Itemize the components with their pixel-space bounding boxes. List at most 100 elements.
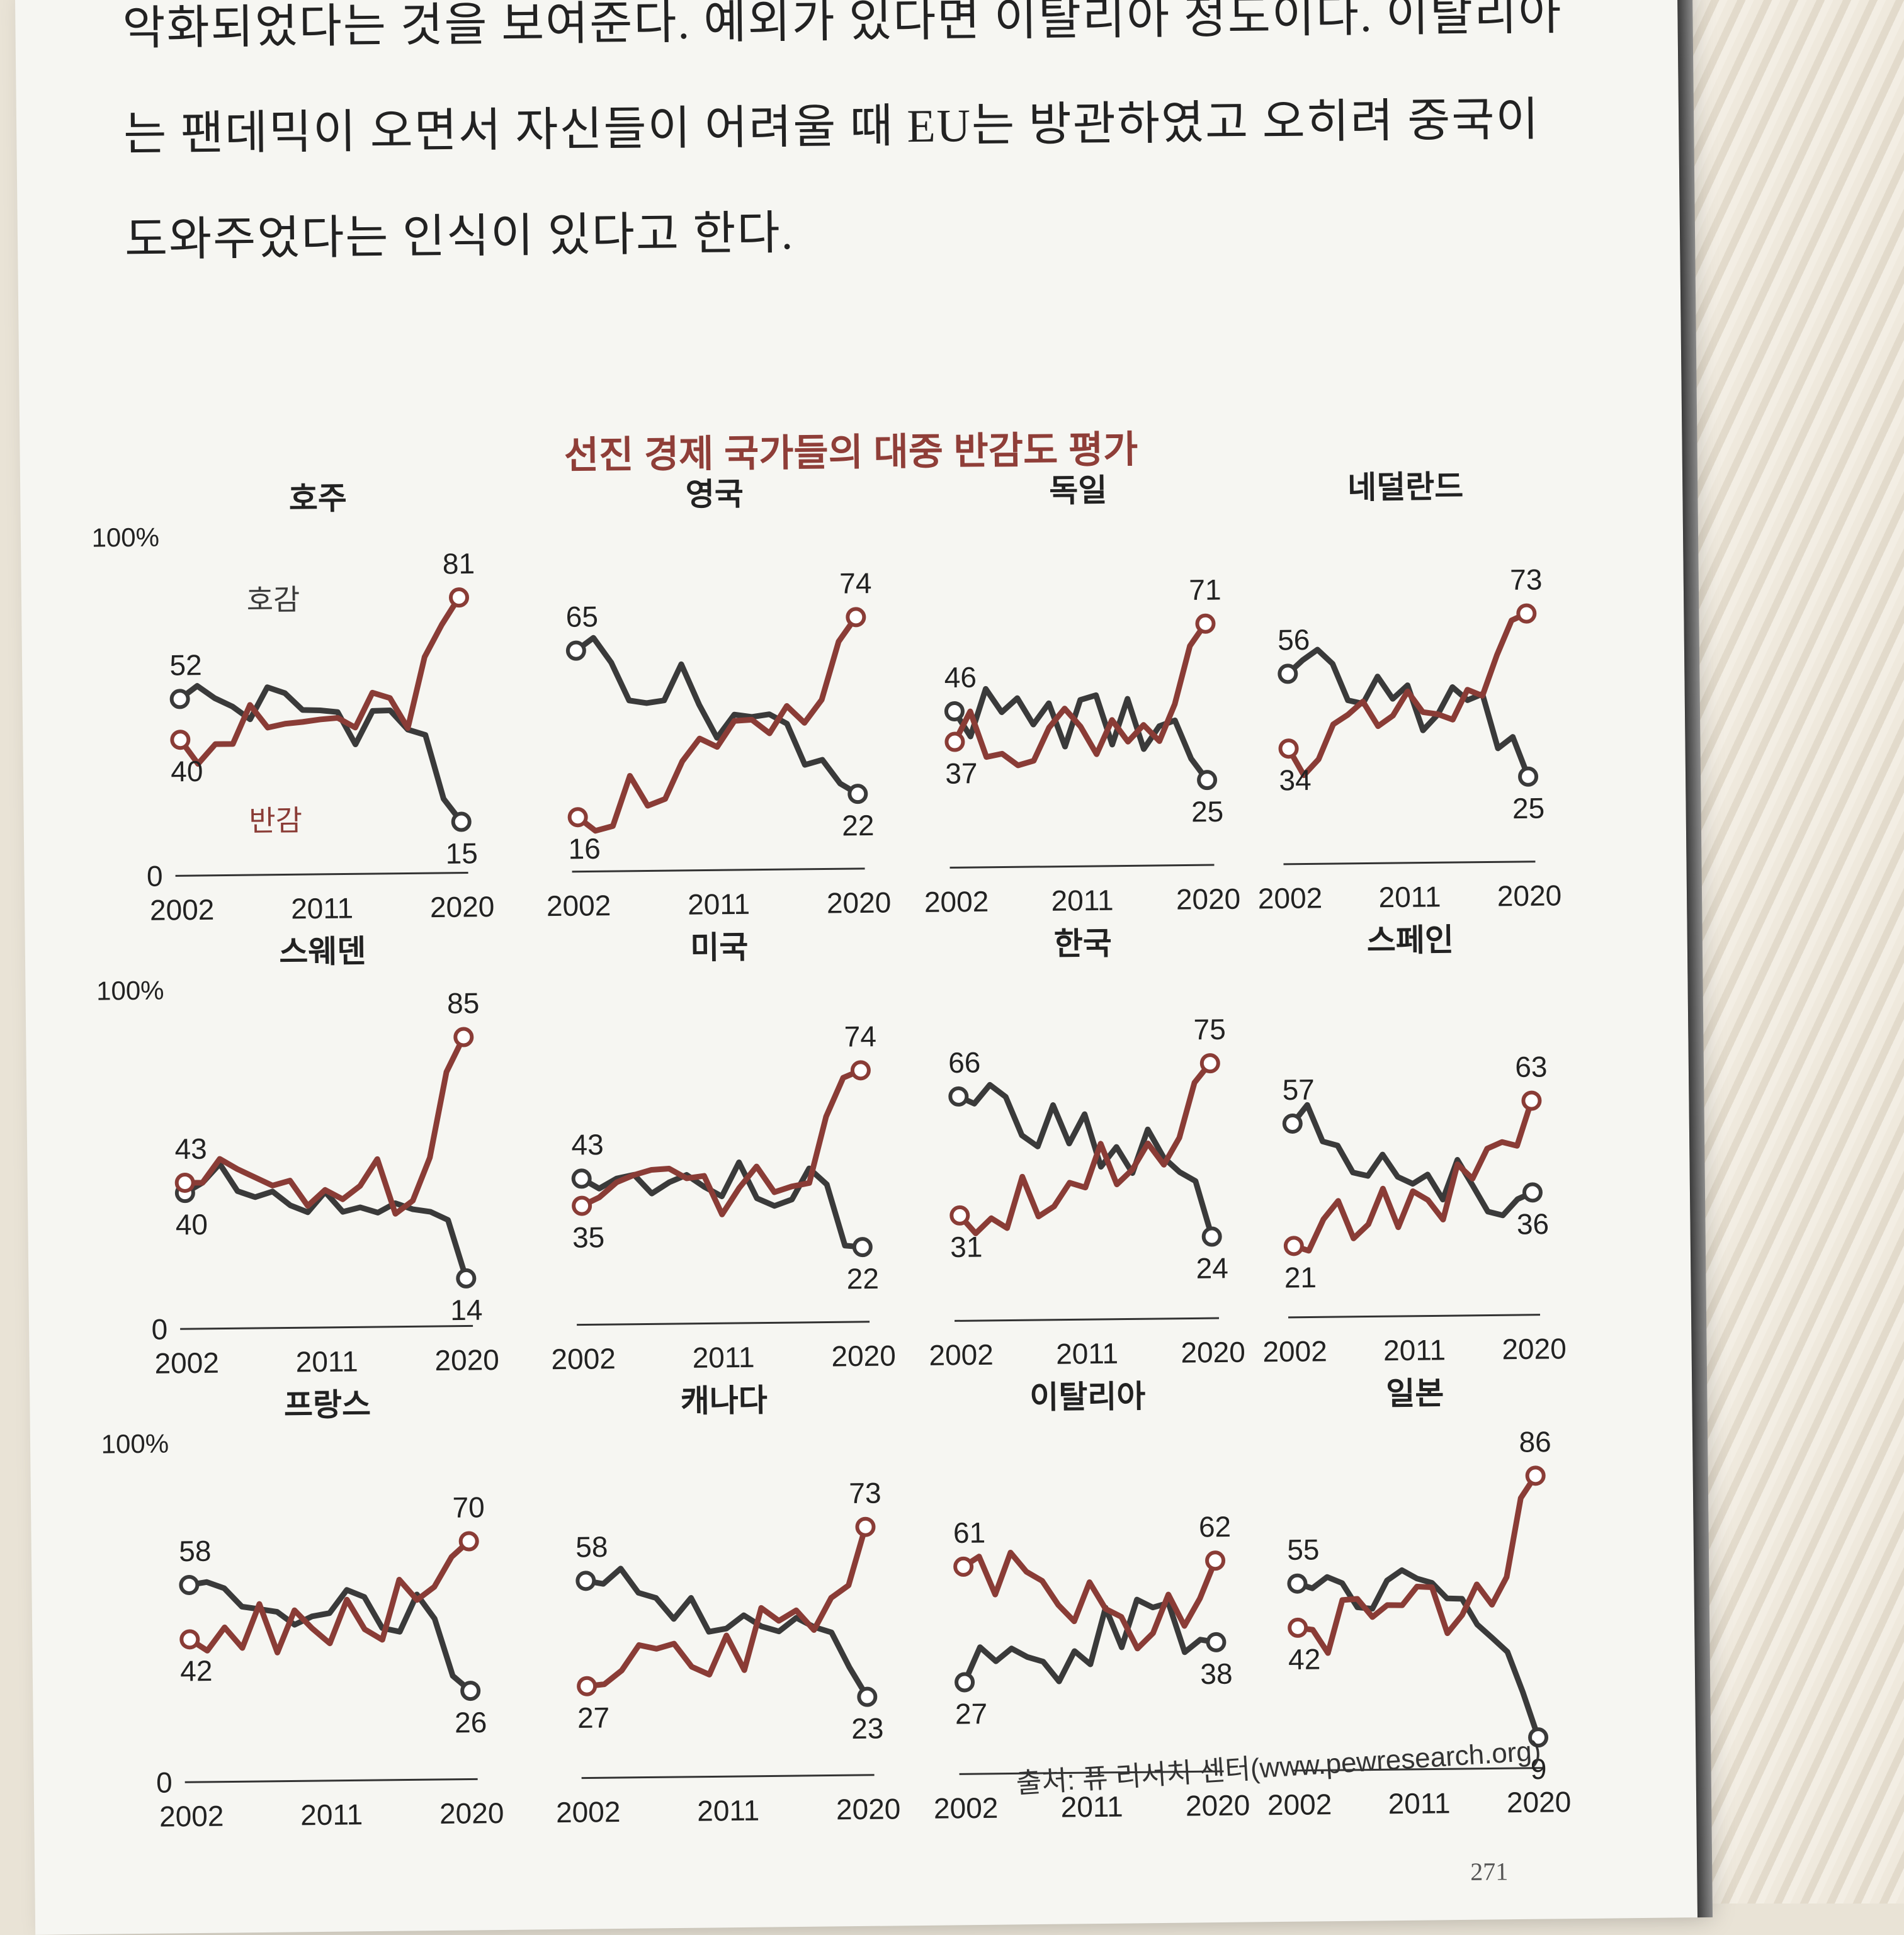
- start-point: [571, 1168, 592, 1189]
- x-tick-label: 2020: [430, 890, 495, 923]
- x-axis-line: [581, 1774, 875, 1780]
- data-label: 66: [948, 1046, 981, 1080]
- start-point: [565, 640, 586, 661]
- chart-title: 일본: [1386, 1375, 1444, 1411]
- data-label: 75: [1193, 1013, 1226, 1046]
- y-tick-label: 100%: [96, 976, 164, 1006]
- x-axis-line: [572, 867, 865, 873]
- x-axis-line: [959, 1770, 1224, 1775]
- x-tick-label: 2002: [929, 1338, 994, 1372]
- x-tick-label: 2020: [827, 886, 892, 919]
- end-point: [1516, 603, 1537, 624]
- data-label: 81: [443, 547, 475, 580]
- data-label: 14: [450, 1294, 483, 1327]
- start-point: [949, 1205, 970, 1226]
- end-point: [1521, 1090, 1542, 1111]
- x-tick-label: 2002: [1258, 881, 1323, 915]
- x-tick-label: 2002: [934, 1791, 999, 1825]
- favorable-series-line: [1290, 1102, 1534, 1219]
- book-page: 악화되었다는 것을 보여준다. 예외가 있다면 이탈리아 정도이다. 이탈리아 …: [14, 0, 1713, 1935]
- data-label: 42: [1288, 1643, 1321, 1676]
- x-axis-line: [180, 1324, 473, 1330]
- data-label: 43: [174, 1132, 207, 1166]
- chart-title: 캐나다: [681, 1383, 768, 1419]
- data-label: 26: [455, 1706, 487, 1739]
- end-point: [1522, 1182, 1543, 1203]
- start-point: [575, 1571, 596, 1591]
- data-label: 85: [447, 986, 480, 1020]
- start-point: [179, 1629, 200, 1650]
- data-label: 56: [1278, 623, 1310, 657]
- data-label: 23: [851, 1712, 884, 1745]
- data-label: 22: [846, 1262, 879, 1295]
- start-point: [953, 1556, 974, 1577]
- unfavorable-series-line: [961, 1549, 1218, 1652]
- x-axis-line: [955, 1317, 1220, 1322]
- data-label: 63: [1515, 1050, 1548, 1083]
- favorable-series-line: [178, 683, 464, 824]
- x-axis-line: [175, 871, 468, 877]
- x-axis-line: [1293, 1767, 1545, 1772]
- data-label: 58: [575, 1530, 608, 1564]
- start-point: [1282, 1113, 1303, 1134]
- end-point: [1205, 1550, 1226, 1571]
- start-point: [567, 807, 588, 828]
- data-label: 58: [179, 1535, 212, 1568]
- data-label: 27: [955, 1697, 988, 1730]
- start-point: [944, 731, 965, 752]
- data-label: 86: [1519, 1425, 1551, 1458]
- x-tick-label: 2011: [300, 1798, 363, 1831]
- start-point: [955, 1672, 975, 1693]
- start-point: [1283, 1236, 1304, 1256]
- x-axis-line: [184, 1778, 478, 1783]
- end-point: [1206, 1632, 1227, 1652]
- start-point: [179, 1574, 200, 1595]
- end-point: [1201, 1226, 1222, 1247]
- start-point: [170, 730, 191, 750]
- x-tick-label: 2020: [836, 1792, 901, 1825]
- y-tick-label: 100%: [91, 522, 159, 553]
- favorable-series-line: [188, 1579, 473, 1693]
- chart-title: 프랑스: [284, 1387, 371, 1423]
- y-tick-label: 100%: [101, 1428, 169, 1458]
- data-label: 24: [1196, 1251, 1228, 1285]
- series-name-label: 반감: [249, 804, 302, 837]
- data-label: 27: [577, 1701, 610, 1734]
- x-tick-label: 2020: [1497, 879, 1562, 912]
- data-label: 16: [568, 832, 601, 866]
- start-point: [1287, 1573, 1308, 1594]
- x-tick-label: 2020: [1186, 1789, 1250, 1822]
- data-label: 31: [950, 1231, 983, 1264]
- start-point: [1278, 663, 1298, 684]
- start-point: [174, 1172, 195, 1193]
- data-label: 57: [1282, 1073, 1315, 1107]
- chart-title: 독일: [1049, 473, 1108, 509]
- x-tick-label: 2020: [439, 1797, 504, 1830]
- end-point: [852, 1237, 873, 1258]
- page-number: 271: [1470, 1857, 1509, 1886]
- x-tick-label: 2002: [924, 885, 989, 918]
- start-point: [1278, 738, 1299, 759]
- chart-title: 호주: [289, 480, 348, 516]
- unfavorable-series-line: [586, 1526, 868, 1690]
- data-label: 74: [839, 567, 872, 600]
- data-label: 70: [452, 1491, 485, 1524]
- data-label: 37: [945, 757, 978, 790]
- y-tick-label: 0: [156, 1766, 173, 1798]
- end-point: [458, 1531, 479, 1552]
- chart-title: 영국: [686, 477, 744, 512]
- x-tick-label: 2002: [551, 1342, 616, 1375]
- unfavorable-series-line: [581, 1068, 862, 1217]
- x-tick-label: 2002: [547, 889, 611, 922]
- end-point: [1528, 1727, 1549, 1748]
- start-point: [944, 701, 965, 721]
- chart-title: 이탈리아: [1029, 1379, 1146, 1415]
- x-tick-label: 2002: [1262, 1334, 1327, 1368]
- data-label: 35: [572, 1221, 605, 1254]
- chart-title: 스웨덴: [279, 934, 366, 969]
- start-point: [1288, 1617, 1308, 1638]
- x-tick-label: 2020: [1507, 1785, 1572, 1819]
- x-axis-line: [1283, 860, 1536, 866]
- unfavorable-series-line: [957, 1061, 1213, 1236]
- x-tick-label: 2011: [697, 1794, 759, 1827]
